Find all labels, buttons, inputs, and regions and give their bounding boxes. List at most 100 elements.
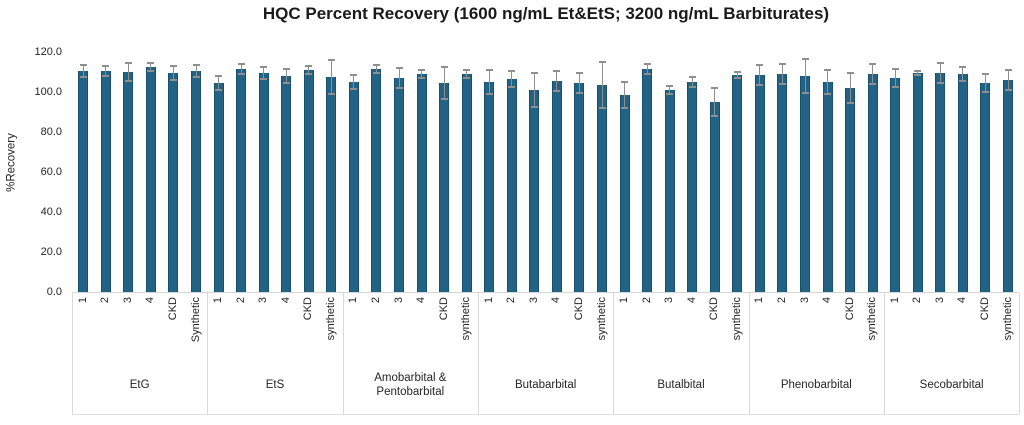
bar [551, 81, 562, 292]
group-label: Phenobarbital [780, 379, 852, 391]
bar [145, 67, 156, 292]
error-bar-cap-top [530, 72, 538, 74]
error-bar-cap-top [260, 66, 268, 68]
error-bar-cap-bottom [79, 76, 87, 78]
error-bar-cap-bottom [169, 79, 177, 81]
bar [867, 74, 878, 292]
category-label: 3 [392, 297, 405, 304]
category-label: 1 [347, 297, 360, 304]
error-bar-cap-top [598, 61, 606, 63]
category-label: 4 [415, 297, 428, 304]
error-bar-line [195, 65, 197, 77]
category-label: 1 [76, 297, 89, 304]
bar [371, 69, 382, 292]
bar [642, 69, 653, 292]
error-bar-cap-bottom [305, 73, 313, 75]
error-bar-line [781, 64, 783, 84]
category-label: 3 [663, 297, 676, 304]
bar [236, 69, 247, 292]
error-bar-line [827, 70, 829, 94]
category-label: 1 [482, 297, 495, 304]
error-bar-cap-top [575, 72, 583, 74]
error-bar-line [669, 86, 671, 94]
category-label: CKD [166, 297, 179, 321]
error-bar-line [601, 62, 603, 108]
bar [935, 73, 946, 292]
error-bar-line [939, 63, 941, 83]
error-bar-line [984, 74, 986, 92]
error-bar-cap-bottom [530, 106, 538, 108]
category-label: Synthetic [189, 297, 202, 343]
bar [912, 73, 923, 292]
error-bar-cap-bottom [215, 89, 223, 91]
error-bar-cap-top [756, 64, 764, 66]
error-bar-line [466, 70, 468, 78]
error-bar-cap-top [733, 71, 741, 73]
group-label: Amobarbital & Pentobarbital [374, 372, 447, 398]
bar [506, 79, 517, 292]
error-bar-cap-top [914, 70, 922, 72]
error-bar-cap-bottom [440, 98, 448, 100]
category-label: 2 [99, 297, 112, 304]
category-label: CKD [437, 297, 450, 321]
error-bar-cap-top [846, 72, 854, 74]
error-bar-cap-bottom [260, 78, 268, 80]
category-label: CKD [708, 297, 721, 321]
error-bar-cap-top [215, 75, 223, 77]
category-label: CKD [843, 297, 856, 321]
bar [416, 74, 427, 292]
bar [461, 74, 472, 292]
error-bar-line [398, 68, 400, 88]
y-tick-label: 20.0 [40, 245, 62, 258]
bar [168, 73, 179, 292]
error-bar-cap-bottom [733, 77, 741, 79]
error-bar-line [962, 67, 964, 81]
y-tick-label: 0.0 [46, 285, 62, 298]
category-label: 4 [956, 297, 969, 304]
y-tick-label: 60.0 [40, 165, 62, 178]
error-bar-cap-top [643, 63, 651, 65]
category-label: 4 [279, 297, 292, 304]
error-bar-cap-top [147, 62, 155, 64]
error-bar-line [872, 64, 874, 84]
error-bar-line [330, 60, 332, 94]
category-label: 1 [753, 297, 766, 304]
category-label: synthetic [1001, 297, 1014, 341]
error-bar-cap-top [102, 65, 110, 67]
category-label: synthetic [866, 297, 879, 341]
error-bar-cap-top [395, 67, 403, 69]
error-bar-cap-bottom [643, 73, 651, 75]
bar [439, 83, 450, 292]
label-table-bottom-line [72, 413, 1020, 415]
error-bar-cap-bottom [485, 93, 493, 95]
category-label: 3 [121, 297, 134, 304]
error-bar-cap-bottom [147, 70, 155, 72]
bar [78, 71, 89, 292]
y-tick-label: 40.0 [40, 205, 62, 218]
bar [100, 71, 111, 292]
bar [957, 74, 968, 292]
category-label: 2 [640, 297, 653, 304]
error-bar-line [375, 65, 377, 73]
error-bar-cap-bottom [666, 93, 674, 95]
error-bar-cap-top [282, 68, 290, 70]
error-bar-cap-bottom [824, 93, 832, 95]
error-bar-cap-top [305, 65, 313, 67]
group-separator [342, 293, 344, 414]
error-bar-cap-bottom [756, 84, 764, 86]
error-bar-line [917, 71, 919, 75]
error-bar-line [804, 59, 806, 93]
error-bar-cap-top [350, 74, 358, 76]
group-separator [1019, 293, 1021, 414]
error-bar-cap-top [418, 69, 426, 71]
error-bar-cap-top [959, 66, 967, 68]
error-bar-line [308, 66, 310, 74]
bar [777, 74, 788, 292]
error-bar-cap-bottom [575, 92, 583, 94]
group-label: Butalbital [657, 379, 705, 391]
error-bar-cap-top [869, 63, 877, 65]
category-label: synthetic [324, 297, 337, 341]
category-label: synthetic [730, 297, 743, 341]
bar [213, 83, 224, 292]
